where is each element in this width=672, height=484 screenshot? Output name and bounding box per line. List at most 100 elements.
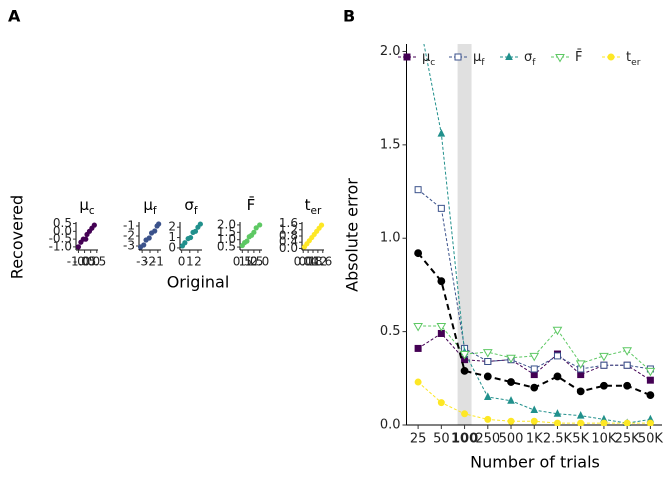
y-tick-label: 1.5 xyxy=(380,137,401,152)
y-tick-label: 0.4 xyxy=(279,235,298,249)
point xyxy=(553,409,562,417)
x-tick-label: 0.5 xyxy=(87,255,106,269)
point xyxy=(141,242,147,248)
x-tick-label: 1.2 xyxy=(308,255,327,269)
legend-label: ter xyxy=(626,50,641,68)
point xyxy=(414,378,422,386)
panel-title-sub: f xyxy=(194,205,198,217)
point xyxy=(575,360,586,369)
x-tick-label: 0.4 xyxy=(299,255,318,269)
point xyxy=(530,371,538,379)
point xyxy=(152,228,158,234)
x-tick-label: 1.6 xyxy=(313,255,332,269)
legend-marker xyxy=(607,53,615,61)
legend-marker xyxy=(454,53,462,61)
y-tick-label: 2 xyxy=(168,220,176,234)
legend-marker xyxy=(555,54,565,63)
x-tick-label: 0.0 xyxy=(81,255,100,269)
x-tick-label: -1.0 xyxy=(67,255,90,269)
x-tick-label: 2.0 xyxy=(250,255,269,269)
point xyxy=(646,391,655,400)
x-tick-label: 2 xyxy=(194,255,202,269)
panel-label: B xyxy=(343,7,355,26)
panel-title-main: σ xyxy=(184,196,194,214)
point xyxy=(414,344,422,352)
panel-title-main: F̄ xyxy=(247,195,256,214)
legend-label-main: F̄ xyxy=(575,49,582,64)
point xyxy=(244,238,250,244)
point xyxy=(182,240,188,246)
point xyxy=(553,352,561,360)
x-tick-label: 25K xyxy=(615,432,641,447)
point xyxy=(414,186,422,194)
panel-title-sub: c xyxy=(89,205,95,217)
x-axis-label: Original xyxy=(167,273,230,292)
legend-label-main: t xyxy=(626,50,631,65)
panel-title-main: μ xyxy=(79,196,89,214)
point xyxy=(146,235,152,241)
x-tick-label: 500 xyxy=(499,432,524,447)
point xyxy=(437,277,446,286)
y-tick-label: -3 xyxy=(123,239,135,253)
legend-marker xyxy=(505,52,513,60)
point xyxy=(530,417,538,425)
x-axis-label: Number of trials xyxy=(470,453,600,472)
panel-label: A xyxy=(8,7,21,26)
point xyxy=(75,244,82,250)
y-tick-label: 0.0 xyxy=(279,241,298,255)
x-tick-label: 2.5K xyxy=(543,432,573,447)
point xyxy=(530,405,539,414)
legend-label: σf xyxy=(524,50,536,68)
panel-title: σf xyxy=(184,196,198,218)
legend-label-main: μ xyxy=(422,50,430,65)
legend-label-sub: f xyxy=(532,58,536,68)
legend-label-sub: c xyxy=(430,58,435,68)
series-line xyxy=(418,325,651,372)
y-tick-label: 2.0 xyxy=(380,44,401,59)
panel-title-main: μ xyxy=(143,196,153,214)
y-tick-label: 1.6 xyxy=(279,216,298,230)
x-tick-label: 10K xyxy=(591,432,617,447)
panel-title-sub: er xyxy=(311,205,322,217)
x-tick-label: 100 xyxy=(451,432,478,447)
point xyxy=(576,411,585,419)
y-tick-label: 1 xyxy=(168,230,176,244)
series-line xyxy=(423,44,651,424)
point xyxy=(460,366,469,375)
point xyxy=(577,419,585,426)
point xyxy=(482,349,493,358)
panel-title: F̄ xyxy=(247,195,256,214)
y-tick-label: 0.8 xyxy=(279,229,298,243)
point xyxy=(507,396,515,404)
panel-title-sub: f xyxy=(153,205,157,217)
point xyxy=(577,371,585,379)
point xyxy=(600,419,608,426)
plot-area xyxy=(413,44,656,426)
point xyxy=(483,392,492,400)
point xyxy=(553,419,561,426)
legend-label-main: σ xyxy=(524,50,532,65)
x-tick-label: -3 xyxy=(136,255,148,269)
y-tick-label: 0.5 xyxy=(53,216,72,230)
point xyxy=(529,352,540,362)
point xyxy=(645,367,656,377)
x-tick-label: 1K xyxy=(526,432,543,447)
y-axis-label: Absolute error xyxy=(343,178,362,292)
x-tick-label: 1.0 xyxy=(239,255,258,269)
point xyxy=(437,204,445,212)
point xyxy=(530,383,539,392)
series-line xyxy=(417,189,651,370)
x-tick-label: 0.8 xyxy=(303,255,322,269)
point xyxy=(483,372,492,381)
point xyxy=(506,354,516,364)
y-tick-label: -1.0 xyxy=(49,239,72,253)
point xyxy=(623,361,631,369)
panel-title-main: t xyxy=(305,196,311,214)
y-tick-label: -2 xyxy=(123,229,135,243)
point xyxy=(553,372,562,381)
legend-label-sub: er xyxy=(631,58,641,68)
point xyxy=(552,326,563,336)
x-tick-label: 50K xyxy=(638,432,664,447)
point xyxy=(484,358,492,365)
